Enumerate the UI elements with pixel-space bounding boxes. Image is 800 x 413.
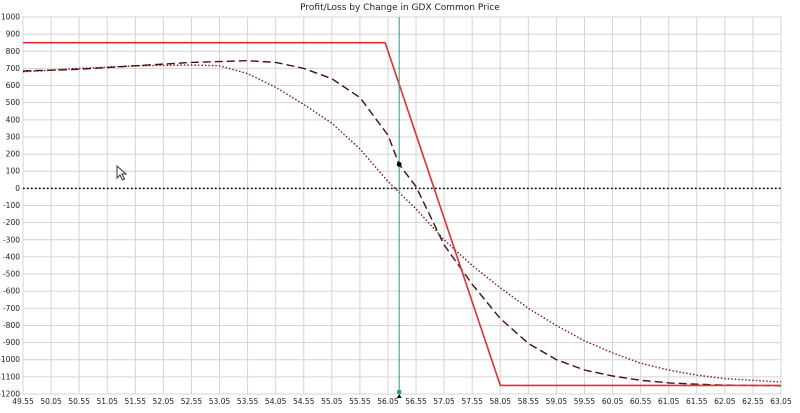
current-price-handle bbox=[397, 390, 402, 394]
x-tick-label: 59.55 bbox=[574, 397, 596, 406]
x-tick-label: 51.55 bbox=[125, 397, 147, 406]
y-tick-label: 300 bbox=[6, 132, 21, 141]
y-tick-label: -700 bbox=[3, 304, 20, 313]
x-tick-label: 50.05 bbox=[40, 397, 62, 406]
x-tick-label: 54.05 bbox=[265, 397, 287, 406]
current-price-arrow-icon bbox=[396, 394, 402, 398]
x-tick-label: 61.55 bbox=[686, 397, 708, 406]
projected-pl-dotted-line bbox=[22, 64, 782, 383]
x-tick-label: 53.05 bbox=[209, 397, 231, 406]
y-tick-label: -1000 bbox=[0, 355, 20, 364]
x-tick-label: 53.55 bbox=[237, 397, 259, 406]
x-tick-label: 55.55 bbox=[349, 397, 371, 406]
y-tick-label: -800 bbox=[3, 321, 20, 330]
x-tick-label: 58.05 bbox=[490, 397, 512, 406]
y-tick-labels: 10009008007006005004003002001000-100-200… bbox=[0, 13, 20, 399]
x-tick-label: 62.55 bbox=[742, 397, 764, 406]
x-tick-label: 60.55 bbox=[630, 397, 652, 406]
horizontal-gridlines bbox=[23, 16, 781, 395]
current-pl-dashed-line bbox=[22, 60, 782, 387]
y-tick-label: 800 bbox=[6, 47, 21, 56]
x-tick-label: 50.55 bbox=[68, 397, 90, 406]
expiration-pl-line bbox=[23, 41, 781, 387]
x-tick-label: 63.05 bbox=[770, 397, 792, 406]
x-tick-label: 56.05 bbox=[377, 397, 399, 406]
y-tick-label: 0 bbox=[15, 184, 20, 193]
y-tick-label: 1000 bbox=[1, 13, 20, 22]
y-tick-label: -900 bbox=[3, 338, 20, 347]
y-tick-label: -1200 bbox=[0, 390, 20, 399]
y-tick-label: -100 bbox=[3, 201, 20, 210]
y-tick-label: -1100 bbox=[0, 372, 20, 381]
x-tick-label: 56.55 bbox=[405, 397, 427, 406]
x-tick-label: 61.05 bbox=[658, 397, 680, 406]
current-value-dot bbox=[396, 161, 402, 167]
y-tick-label: 200 bbox=[6, 150, 21, 159]
x-tick-label: 55.05 bbox=[321, 397, 343, 406]
y-tick-label: -200 bbox=[3, 218, 20, 227]
x-tick-label: 49.55 bbox=[12, 397, 34, 406]
price-marker-layer bbox=[396, 17, 402, 398]
x-tick-label: 59.05 bbox=[546, 397, 568, 406]
y-tick-label: -500 bbox=[3, 270, 20, 279]
x-tick-label: 52.05 bbox=[153, 397, 175, 406]
x-tick-label: 54.55 bbox=[293, 397, 315, 406]
y-tick-label: 700 bbox=[6, 64, 21, 73]
x-tick-label: 52.55 bbox=[181, 397, 203, 406]
y-tick-label: 900 bbox=[6, 30, 21, 39]
x-tick-label: 57.05 bbox=[433, 397, 455, 406]
y-tick-label: 600 bbox=[6, 81, 21, 90]
y-tick-label: -300 bbox=[3, 235, 20, 244]
y-tick-label: 100 bbox=[6, 167, 21, 176]
y-tick-label: -400 bbox=[3, 252, 20, 261]
chart-title: Profit/Loss by Change in GDX Common Pric… bbox=[300, 3, 500, 13]
y-tick-label: -600 bbox=[3, 287, 20, 296]
x-tick-label: 62.05 bbox=[714, 397, 736, 406]
series-layer bbox=[22, 41, 782, 387]
y-tick-label: 500 bbox=[6, 98, 21, 107]
x-tick-label: 60.05 bbox=[602, 397, 624, 406]
x-tick-label: 57.55 bbox=[461, 397, 483, 406]
y-tick-label: 400 bbox=[6, 115, 21, 124]
x-tick-label: 51.05 bbox=[96, 397, 118, 406]
mouse-pointer-icon bbox=[116, 165, 128, 181]
x-tick-label: 58.55 bbox=[518, 397, 540, 406]
x-tick-labels: 49.55 50.05 50.55 51.05 51.55 52.05 52.55 53.05… bbox=[12, 397, 792, 406]
